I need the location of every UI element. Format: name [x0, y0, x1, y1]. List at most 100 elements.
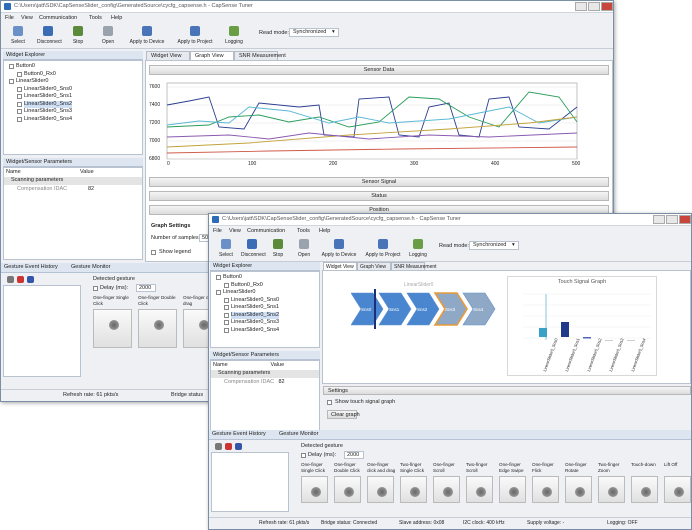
checkbox[interactable] [17, 71, 22, 77]
dock-tab[interactable]: Gesture Monitor [279, 431, 319, 437]
toolbar-icon[interactable] [73, 26, 83, 36]
toolbar-label[interactable]: Open [297, 252, 311, 258]
read-mode-select[interactable]: Synchronized ▾ [289, 28, 339, 37]
checkbox[interactable] [17, 101, 22, 107]
history-icon[interactable] [27, 276, 34, 283]
history-icon[interactable] [235, 443, 242, 450]
tree-item[interactable]: LinearSlider0_Sns0 [24, 85, 73, 92]
toolbar-icon[interactable] [229, 26, 239, 36]
checkbox[interactable] [9, 64, 14, 69]
toolbar-label[interactable]: Stop [272, 252, 284, 258]
toolbar-icon[interactable] [43, 26, 53, 36]
toolbar-icon[interactable] [190, 26, 200, 36]
toolbar-label[interactable]: Apply to Project [365, 252, 401, 258]
checkbox[interactable] [224, 320, 229, 325]
history-icon[interactable] [17, 276, 24, 283]
tree-item[interactable]: LinearSlider0 [16, 78, 49, 84]
clear-button[interactable]: Clear graph [327, 410, 360, 419]
tree-item[interactable]: LinearSlider0_Sns4 [24, 115, 73, 122]
tree-item[interactable]: LinearSlider0_Sns1 [24, 93, 73, 99]
tree-item[interactable]: LinearSlider0_Sns0 [231, 296, 280, 303]
toolbar-label[interactable]: Disconnect [241, 252, 266, 258]
checkbox[interactable] [301, 453, 306, 458]
checkbox[interactable] [216, 275, 221, 280]
checkbox[interactable] [327, 400, 332, 405]
section-bar[interactable]: Sensor Data [149, 65, 609, 75]
delay-input[interactable]: 2000 [136, 284, 156, 292]
show-graph-label[interactable]: Show touch signal graph [335, 399, 396, 405]
toolbar-label[interactable]: Logging [409, 252, 427, 258]
dock-tab[interactable]: Gesture Event History [4, 264, 58, 270]
toolbar-label[interactable]: Select [219, 252, 233, 258]
window-button[interactable] [575, 2, 587, 11]
window-button[interactable] [679, 215, 691, 224]
menu-item[interactable]: View [21, 15, 33, 21]
menu-item[interactable]: Tools [89, 15, 102, 21]
section-bar[interactable]: Status [149, 191, 609, 201]
tree-item[interactable]: LinearSlider0_Sns1 [231, 304, 280, 310]
checkbox[interactable] [17, 109, 22, 114]
checkbox[interactable] [151, 250, 156, 255]
menu-item[interactable]: View [229, 228, 241, 234]
toolbar-icon[interactable] [221, 239, 231, 249]
tree-item[interactable]: Button0_Rx0 [24, 70, 56, 77]
toolbar-icon[interactable] [103, 26, 113, 36]
toolbar-label[interactable]: Select [11, 39, 25, 45]
tree-item[interactable]: LinearSlider0_Sns2 [231, 311, 280, 319]
settings-bar[interactable]: Settings [323, 386, 691, 395]
menu-item[interactable]: Tools [297, 228, 310, 234]
history-icon[interactable] [7, 276, 14, 283]
menu-item[interactable]: Help [111, 15, 123, 21]
checkbox[interactable] [224, 327, 229, 333]
toolbar-label[interactable]: Apply to Device [321, 252, 357, 258]
tree-item[interactable]: Button0 [16, 63, 35, 69]
toolbar-icon[interactable] [247, 239, 257, 249]
tree-item[interactable]: LinearSlider0 [223, 289, 256, 295]
checkbox[interactable] [216, 290, 221, 295]
checkbox[interactable] [224, 297, 229, 303]
toolbar-label[interactable]: Apply to Project [177, 39, 213, 45]
delay-input[interactable]: 2000 [344, 451, 364, 459]
checkbox[interactable] [224, 312, 229, 318]
read-mode-select[interactable]: Synchronized ▾ [469, 241, 519, 250]
window-button[interactable] [588, 2, 600, 11]
checkbox[interactable] [93, 286, 98, 291]
checkbox[interactable] [224, 282, 229, 288]
tree-item[interactable]: LinearSlider0_Sns4 [231, 326, 280, 333]
menu-item[interactable]: File [5, 15, 14, 21]
toolbar-icon[interactable] [142, 26, 152, 36]
toolbar-label[interactable]: Open [101, 39, 115, 45]
window-button[interactable] [666, 215, 678, 224]
show-legend[interactable]: Show legend [159, 249, 191, 255]
toolbar-icon[interactable] [273, 239, 283, 249]
toolbar-icon[interactable] [413, 239, 423, 249]
window-button[interactable] [601, 2, 613, 11]
dock-tab[interactable]: Gesture Event History [212, 431, 266, 437]
tree-item[interactable]: Button0_Rx0 [231, 281, 263, 288]
history-icon[interactable] [225, 443, 232, 450]
menu-item[interactable]: File [213, 228, 222, 234]
toolbar-icon[interactable] [13, 26, 23, 36]
history-icon[interactable] [215, 443, 222, 450]
checkbox[interactable] [17, 86, 22, 92]
toolbar-label[interactable]: Stop [72, 39, 84, 45]
toolbar-icon[interactable] [378, 239, 388, 249]
toolbar-label[interactable]: Logging [225, 39, 243, 45]
window-button[interactable] [653, 215, 665, 224]
toolbar-icon[interactable] [299, 239, 309, 249]
toolbar-label[interactable]: Disconnect [37, 39, 62, 45]
tree-item[interactable]: LinearSlider0_Sns3 [231, 319, 280, 325]
checkbox[interactable] [17, 94, 22, 99]
toolbar-label[interactable]: Apply to Device [129, 39, 165, 45]
checkbox[interactable] [17, 116, 22, 122]
tree-item[interactable]: LinearSlider0_Sns3 [24, 108, 73, 114]
button-label[interactable]: Clear graph [331, 411, 360, 418]
section-bar[interactable]: Sensor Signal [149, 177, 609, 187]
toolbar-icon[interactable] [334, 239, 344, 249]
checkbox[interactable] [9, 79, 14, 84]
menu-item[interactable]: Communication [39, 15, 78, 21]
tree-item[interactable]: LinearSlider0_Sns2 [24, 100, 73, 108]
checkbox[interactable] [224, 305, 229, 310]
dock-tab[interactable]: Gesture Monitor [71, 264, 111, 270]
menu-item[interactable]: Help [319, 228, 331, 234]
